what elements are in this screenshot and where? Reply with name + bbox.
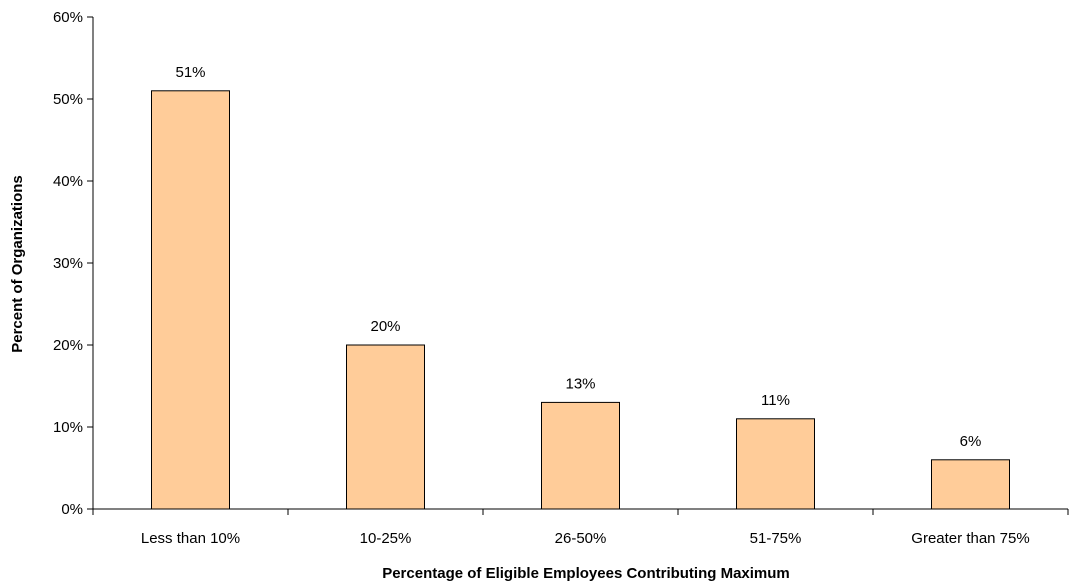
- y-tick-label: 10%: [53, 419, 83, 436]
- bar: [736, 418, 815, 510]
- bar: [151, 90, 230, 510]
- y-tick-label: 60%: [53, 9, 83, 26]
- bar: [931, 459, 1010, 510]
- y-axis-title: Percent of Organizations: [9, 175, 26, 353]
- x-tick-label: 51-75%: [750, 530, 802, 547]
- y-axis-ticks: 0% 10% 20% 30% 40% 50% 60%: [53, 9, 93, 518]
- bar-data-label: 51%: [175, 64, 205, 81]
- x-axis-ticks: Less than 10% 10-25% 26-50% 51-75% Greater t…: [92, 509, 1069, 547]
- bar-data-label: 11%: [761, 392, 790, 409]
- y-tick-label: 30%: [53, 255, 83, 272]
- x-axis-title: Percentage of Eligible Employees Contrib…: [382, 565, 790, 582]
- y-tick-label: 20%: [53, 337, 83, 354]
- y-tick-label: 0%: [61, 501, 83, 518]
- bar-data-label: 20%: [370, 318, 400, 335]
- bar-data-label: 13%: [565, 375, 595, 392]
- x-tick-label: 26-50%: [555, 530, 607, 547]
- x-tick-label: Less than 10%: [141, 530, 240, 547]
- y-tick-label: 40%: [53, 173, 83, 190]
- x-tick-label: Greater than 75%: [911, 530, 1029, 547]
- bar: [346, 344, 425, 510]
- x-tick-label: 10-25%: [360, 530, 412, 547]
- y-tick-label: 50%: [53, 91, 83, 108]
- bars: [151, 90, 1010, 510]
- data-labels: 51% 20% 13% 11% 6%: [175, 64, 981, 450]
- bar: [541, 401, 620, 510]
- bar-data-label: 6%: [960, 433, 982, 450]
